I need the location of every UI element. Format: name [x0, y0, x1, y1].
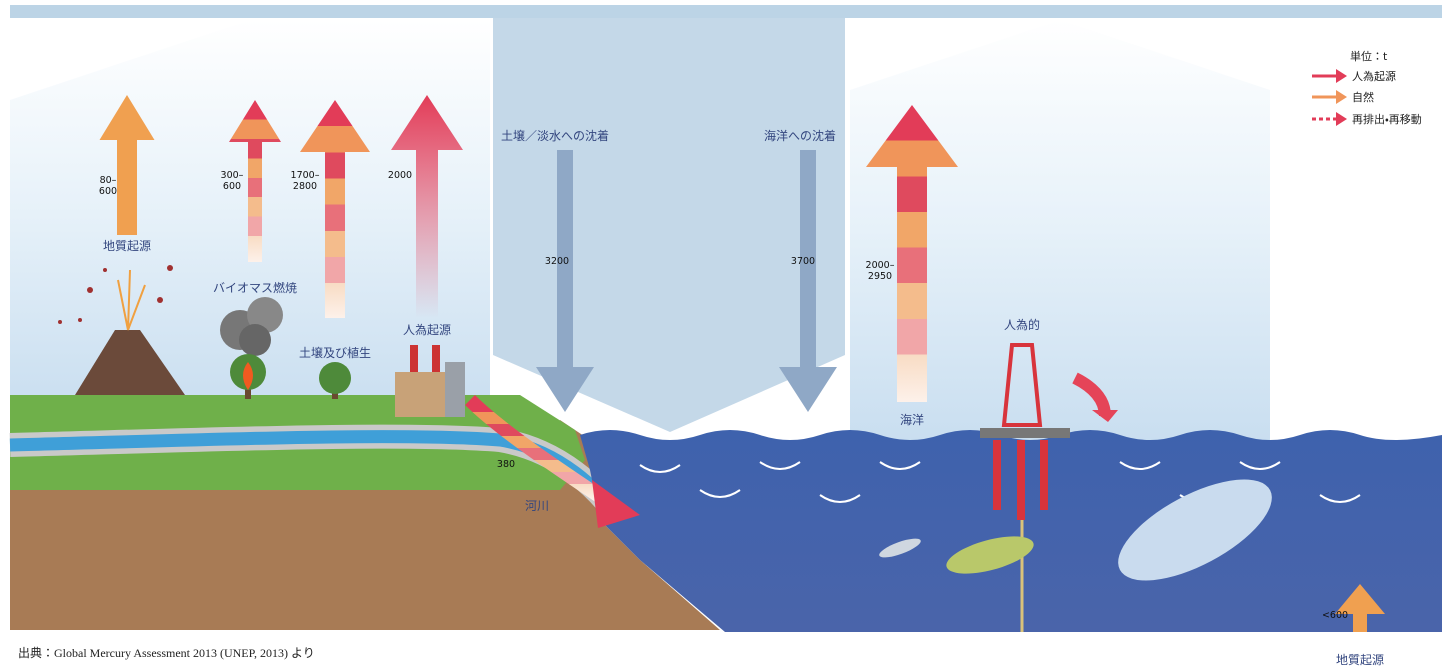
- legend-item: 再排出・再移動: [1352, 112, 1422, 126]
- deposition-column: [493, 18, 845, 432]
- amount: 2000: [388, 170, 412, 181]
- flow-arrow: [99, 95, 155, 235]
- source: 出典：Global Mercury Assessment 2013 (UNEP,…: [18, 646, 315, 660]
- flow-arrow: [391, 95, 463, 318]
- label: 海洋への沈着: [764, 128, 836, 143]
- label: 地質起源: [103, 238, 151, 253]
- amount: 380: [497, 459, 515, 470]
- label: 地質起源: [1336, 652, 1384, 667]
- flow-arrow: [866, 105, 958, 402]
- flow-arrow: [229, 100, 281, 262]
- river-flow-arrow: [465, 395, 609, 506]
- flow-arrows: [99, 95, 1385, 632]
- label: 人為起源: [403, 323, 451, 337]
- factory: [395, 345, 465, 417]
- river-flow-arrow-head: [592, 480, 640, 528]
- amount: 3200: [545, 256, 569, 267]
- ocean: [580, 430, 1442, 632]
- amount: 300–: [221, 170, 244, 181]
- amount: 600: [223, 181, 241, 192]
- flow-arrow: [779, 150, 837, 412]
- flow-arrow: [300, 100, 370, 318]
- tree: [319, 362, 351, 399]
- legend-item: 人為起源: [1352, 69, 1396, 83]
- eruption: [117, 269, 146, 331]
- label: 土壌及び植生: [299, 345, 371, 360]
- label: バイオマス燃焼: [213, 280, 297, 295]
- legend-arrows: [1312, 69, 1347, 126]
- amount: 2800: [293, 181, 317, 192]
- sky-right: [850, 20, 1270, 440]
- flow-arrow: [536, 150, 594, 412]
- label: 人為的: [1004, 317, 1040, 332]
- lava: [58, 265, 173, 324]
- label: 河川: [525, 499, 549, 513]
- volcano: [75, 330, 185, 395]
- amount: 600: [99, 186, 117, 197]
- amount: 2950: [868, 271, 892, 282]
- amount: 80–: [100, 175, 117, 186]
- flow-arrow: [1335, 584, 1385, 632]
- legend-unit: 単位：t: [1350, 49, 1388, 63]
- amount: 2000–: [866, 260, 895, 271]
- legend-item: 自然: [1352, 90, 1374, 104]
- fish: [879, 479, 1272, 581]
- biomass-burning: [220, 297, 283, 399]
- amount: 1700–: [291, 170, 320, 181]
- amount: <600: [1322, 610, 1348, 621]
- label: 土壌／淡水への沈着: [501, 128, 609, 143]
- amount: 3700: [791, 256, 815, 267]
- top-band: [10, 5, 1442, 18]
- label: 海洋: [900, 412, 924, 427]
